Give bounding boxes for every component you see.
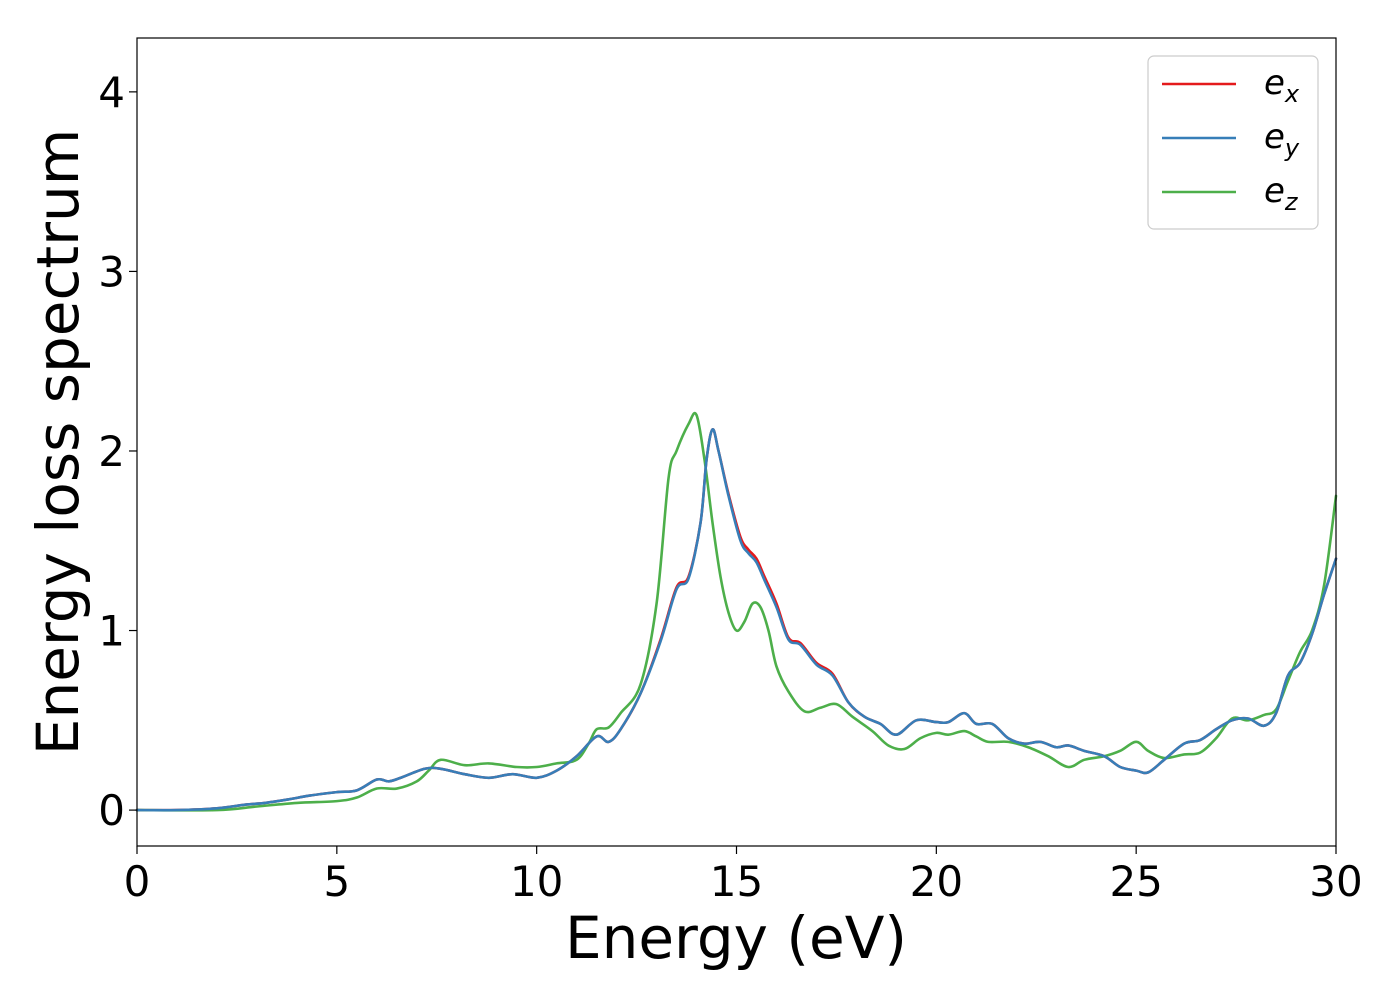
legend-label-ey: ey [1264, 117, 1300, 162]
legend-label-ex: ex [1264, 63, 1300, 108]
series-line-ey [135, 428, 1338, 812]
y-tick-label: 1 [98, 607, 125, 656]
legend-label-ez: ez [1264, 171, 1299, 216]
y-tick-label: 0 [98, 786, 125, 835]
x-tick-label: 30 [1309, 857, 1362, 906]
y-tick-label: 4 [98, 68, 125, 117]
legend-box [1147, 55, 1319, 230]
x-tick-label: 5 [323, 857, 350, 906]
series-layer [135, 411, 1338, 812]
x-tick-label: 10 [510, 857, 563, 906]
x-tick-label: 15 [710, 857, 763, 906]
y-axis-ticks: 0 1 2 3 4 [98, 68, 137, 835]
x-axis-ticks: 0 5 10 15 20 25 30 [124, 846, 1363, 906]
x-tick-label: 20 [910, 857, 963, 906]
series-line-ez [135, 411, 1338, 812]
x-axis-label: Energy (eV) [565, 904, 907, 972]
y-tick-label: 3 [98, 247, 125, 296]
y-axis-label: Energy loss spectrum [24, 129, 92, 755]
x-tick-label: 0 [124, 857, 151, 906]
legend: ex ey ez [1147, 55, 1319, 230]
y-tick-label: 2 [98, 427, 125, 476]
x-tick-label: 25 [1109, 857, 1162, 906]
